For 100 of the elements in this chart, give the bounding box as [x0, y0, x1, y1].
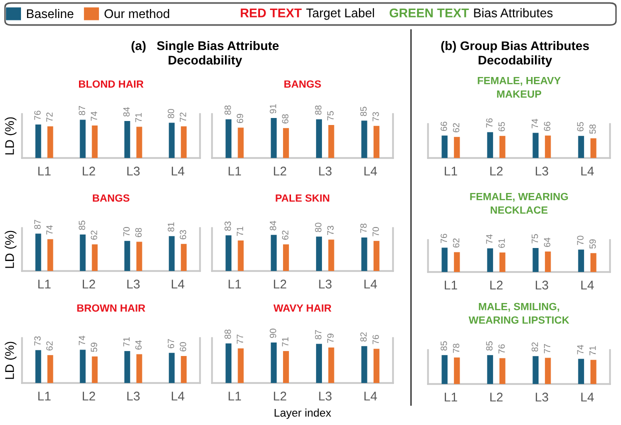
- bar: [47, 126, 54, 158]
- data-label: 61: [498, 238, 505, 248]
- data-label: 71: [590, 346, 596, 356]
- x-tick-label: L4: [364, 392, 377, 400]
- x-tick-label: L3: [127, 280, 140, 289]
- data-label: 74: [90, 111, 98, 121]
- data-label: 70: [577, 236, 584, 245]
- bar: [328, 347, 334, 383]
- bar: [499, 136, 506, 158]
- bar: [578, 136, 584, 158]
- bar: [374, 348, 380, 383]
- bar: [180, 126, 187, 158]
- data-label: 65: [498, 122, 505, 132]
- x-tick-label: L4: [172, 166, 184, 176]
- bar: [283, 128, 289, 158]
- x-tick-label: L1: [38, 392, 51, 400]
- bar: [238, 348, 244, 383]
- x-tick-label: L1: [228, 280, 241, 288]
- bar: [47, 355, 54, 383]
- x-tick-label: L1: [228, 166, 241, 176]
- x-tick-label: L1: [444, 280, 458, 290]
- data-label: 64: [135, 340, 142, 350]
- x-tick-label: L1: [38, 166, 51, 176]
- x-tick-label: L4: [581, 392, 594, 402]
- bar: [136, 242, 142, 271]
- data-label: 85: [486, 341, 493, 351]
- data-label: 80: [315, 222, 322, 232]
- data-label: 59: [589, 239, 596, 249]
- bar: [124, 240, 130, 271]
- bar: [442, 136, 448, 158]
- bar: [92, 244, 98, 271]
- data-label: 78: [452, 344, 460, 353]
- chart-title: BANGS: [284, 80, 321, 88]
- x-tick-label: L4: [172, 280, 184, 288]
- x-tick-label: L1: [38, 280, 51, 288]
- data-label: 82: [360, 332, 367, 342]
- bar: [136, 126, 142, 158]
- data-label: 84: [123, 107, 130, 116]
- data-label: 84: [270, 220, 276, 230]
- bar: [283, 351, 289, 383]
- bar: [316, 236, 322, 271]
- y-axis-title: LD (%): [4, 230, 16, 268]
- data-label: 78: [360, 224, 367, 233]
- bar: [238, 128, 244, 158]
- bar: [35, 350, 42, 383]
- bar: [590, 138, 596, 158]
- data-label: 76: [440, 234, 448, 244]
- text: Target Label: [306, 8, 374, 20]
- data-label: 70: [123, 227, 130, 236]
- data-label: 76: [486, 118, 493, 128]
- bar: [80, 120, 86, 158]
- x-axis-title: Layer index: [274, 408, 332, 419]
- chart-title: MALE, SMILING, WEARING LIPSTICK: [468, 302, 570, 324]
- x-tick-label: L2: [82, 166, 96, 176]
- bar: [361, 346, 368, 383]
- bar: [168, 352, 175, 383]
- data-label: 73: [372, 112, 379, 122]
- data-label: 83: [224, 222, 231, 231]
- data-label: 74: [46, 225, 53, 235]
- text: GREEN TEXT: [390, 8, 469, 18]
- data-label: 60: [180, 342, 186, 352]
- data-label: 71: [123, 337, 130, 346]
- chart-title: BROWN HAIR: [77, 304, 146, 312]
- data-label: 71: [282, 337, 288, 346]
- bar: [454, 136, 460, 158]
- data-label: 68: [135, 228, 142, 238]
- bar: [487, 132, 494, 158]
- data-label: 71: [236, 226, 244, 236]
- legend-label: Baseline: [27, 8, 74, 18]
- chart-title: BANGS: [92, 194, 130, 202]
- bar: [226, 235, 232, 271]
- data-label: 67: [168, 339, 174, 348]
- text: RED TEXT: [240, 8, 302, 18]
- data-label: 69: [236, 114, 244, 124]
- bar: [238, 240, 244, 271]
- data-label: 88: [315, 105, 322, 115]
- data-label: 81: [168, 222, 174, 232]
- y-axis-title: LD (%): [4, 117, 16, 154]
- bar: [124, 351, 130, 383]
- x-tick-label: L3: [319, 392, 332, 401]
- data-label: 70: [372, 227, 379, 236]
- x-tick-label: L1: [444, 166, 458, 176]
- bar: [136, 354, 142, 383]
- bar: [270, 118, 277, 158]
- data-label: 85: [440, 341, 448, 351]
- data-label: 88: [224, 330, 231, 339]
- bar: [35, 124, 42, 158]
- bar: [532, 132, 539, 158]
- x-tick-label: L4: [364, 166, 377, 176]
- data-label: 62: [90, 230, 98, 240]
- data-label: 76: [372, 334, 379, 344]
- bar: [226, 119, 232, 158]
- y-axis-title: LD (%): [4, 342, 16, 379]
- bar: [92, 356, 98, 383]
- data-label: 75: [327, 111, 334, 120]
- x-tick-label: L4: [581, 166, 594, 176]
- bar: [80, 234, 86, 271]
- x-tick-label: L1: [228, 392, 241, 400]
- data-label: 88: [224, 105, 231, 115]
- x-tick-label: L2: [490, 166, 503, 176]
